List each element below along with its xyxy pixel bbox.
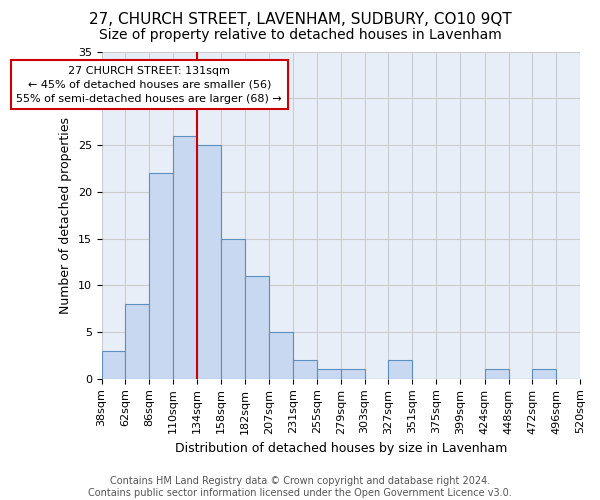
Text: Size of property relative to detached houses in Lavenham: Size of property relative to detached ho… — [98, 28, 502, 42]
Bar — [388, 360, 412, 379]
Bar — [485, 370, 509, 379]
Bar — [293, 360, 317, 379]
Bar — [197, 145, 221, 379]
Bar — [245, 276, 269, 379]
Bar — [269, 332, 293, 379]
Text: Contains HM Land Registry data © Crown copyright and database right 2024.
Contai: Contains HM Land Registry data © Crown c… — [88, 476, 512, 498]
Text: 27 CHURCH STREET: 131sqm
← 45% of detached houses are smaller (56)
55% of semi-d: 27 CHURCH STREET: 131sqm ← 45% of detach… — [16, 66, 282, 104]
Bar — [149, 173, 173, 379]
Bar — [317, 370, 341, 379]
Bar — [173, 136, 197, 379]
Bar — [101, 351, 125, 379]
Bar — [532, 370, 556, 379]
Bar — [341, 370, 365, 379]
Bar — [125, 304, 149, 379]
Y-axis label: Number of detached properties: Number of detached properties — [59, 116, 72, 314]
Bar — [221, 238, 245, 379]
Text: 27, CHURCH STREET, LAVENHAM, SUDBURY, CO10 9QT: 27, CHURCH STREET, LAVENHAM, SUDBURY, CO… — [89, 12, 511, 28]
X-axis label: Distribution of detached houses by size in Lavenham: Distribution of detached houses by size … — [175, 442, 507, 455]
